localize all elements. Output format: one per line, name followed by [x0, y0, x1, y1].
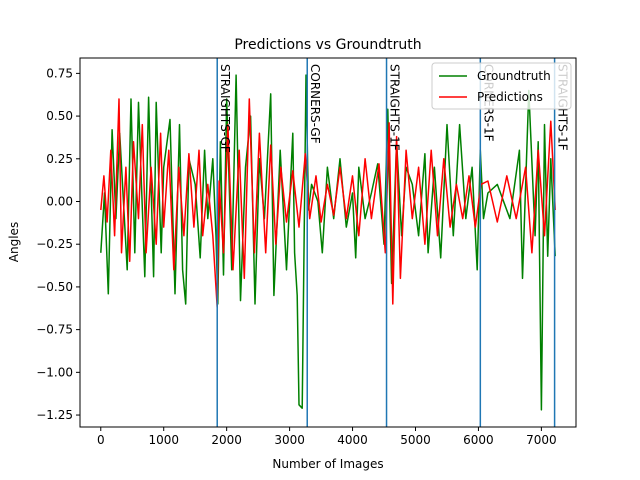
- y-tick-label: 0.00: [46, 195, 73, 209]
- x-tick-label: 1000: [148, 433, 179, 447]
- vertical-line-label-3: STRAIGHTS-1F: [388, 64, 402, 151]
- x-tick-label: 6000: [463, 433, 494, 447]
- vertical-line-label-1: STRAIGHTS-GF: [218, 64, 232, 153]
- series-line-groundtruth: [100, 74, 556, 411]
- y-tick-label: 0.25: [46, 152, 73, 166]
- chart-title: Predictions vs Groundtruth: [234, 37, 421, 53]
- axes-frame: [79, 57, 577, 428]
- x-tick-label: 7000: [526, 433, 557, 447]
- legend-label-groundtruth: Groundtruth: [477, 69, 551, 83]
- x-tick-label: 3000: [274, 433, 305, 447]
- y-tick-label: −0.50: [36, 280, 73, 294]
- y-tick-label: −1.25: [36, 408, 73, 422]
- y-axis-label: Angles: [7, 222, 21, 262]
- x-tick-label: 0: [97, 433, 105, 447]
- x-tick-label: 5000: [400, 433, 431, 447]
- plot-area: STRAIGHTS-GFCORNERS-GFSTRAIGHTS-1FCORNER…: [36, 57, 577, 447]
- vertical-line-label-2: CORNERS-GF: [308, 64, 322, 144]
- y-tick-label: 0.75: [46, 66, 73, 80]
- x-tick-label: 4000: [337, 433, 368, 447]
- x-axis-label: Number of Images: [272, 457, 383, 471]
- series-line-predictions: [100, 98, 556, 309]
- series-group: [100, 74, 556, 411]
- y-tick-label: −0.25: [36, 237, 73, 251]
- y-tick-label: −0.75: [36, 323, 73, 337]
- y-tick-label: 0.50: [46, 109, 73, 123]
- legend: Groundtruth Predictions: [431, 62, 572, 110]
- x-tick-label: 2000: [211, 433, 242, 447]
- y-tick-label: −1.00: [36, 365, 73, 379]
- legend-label-predictions: Predictions: [477, 90, 543, 104]
